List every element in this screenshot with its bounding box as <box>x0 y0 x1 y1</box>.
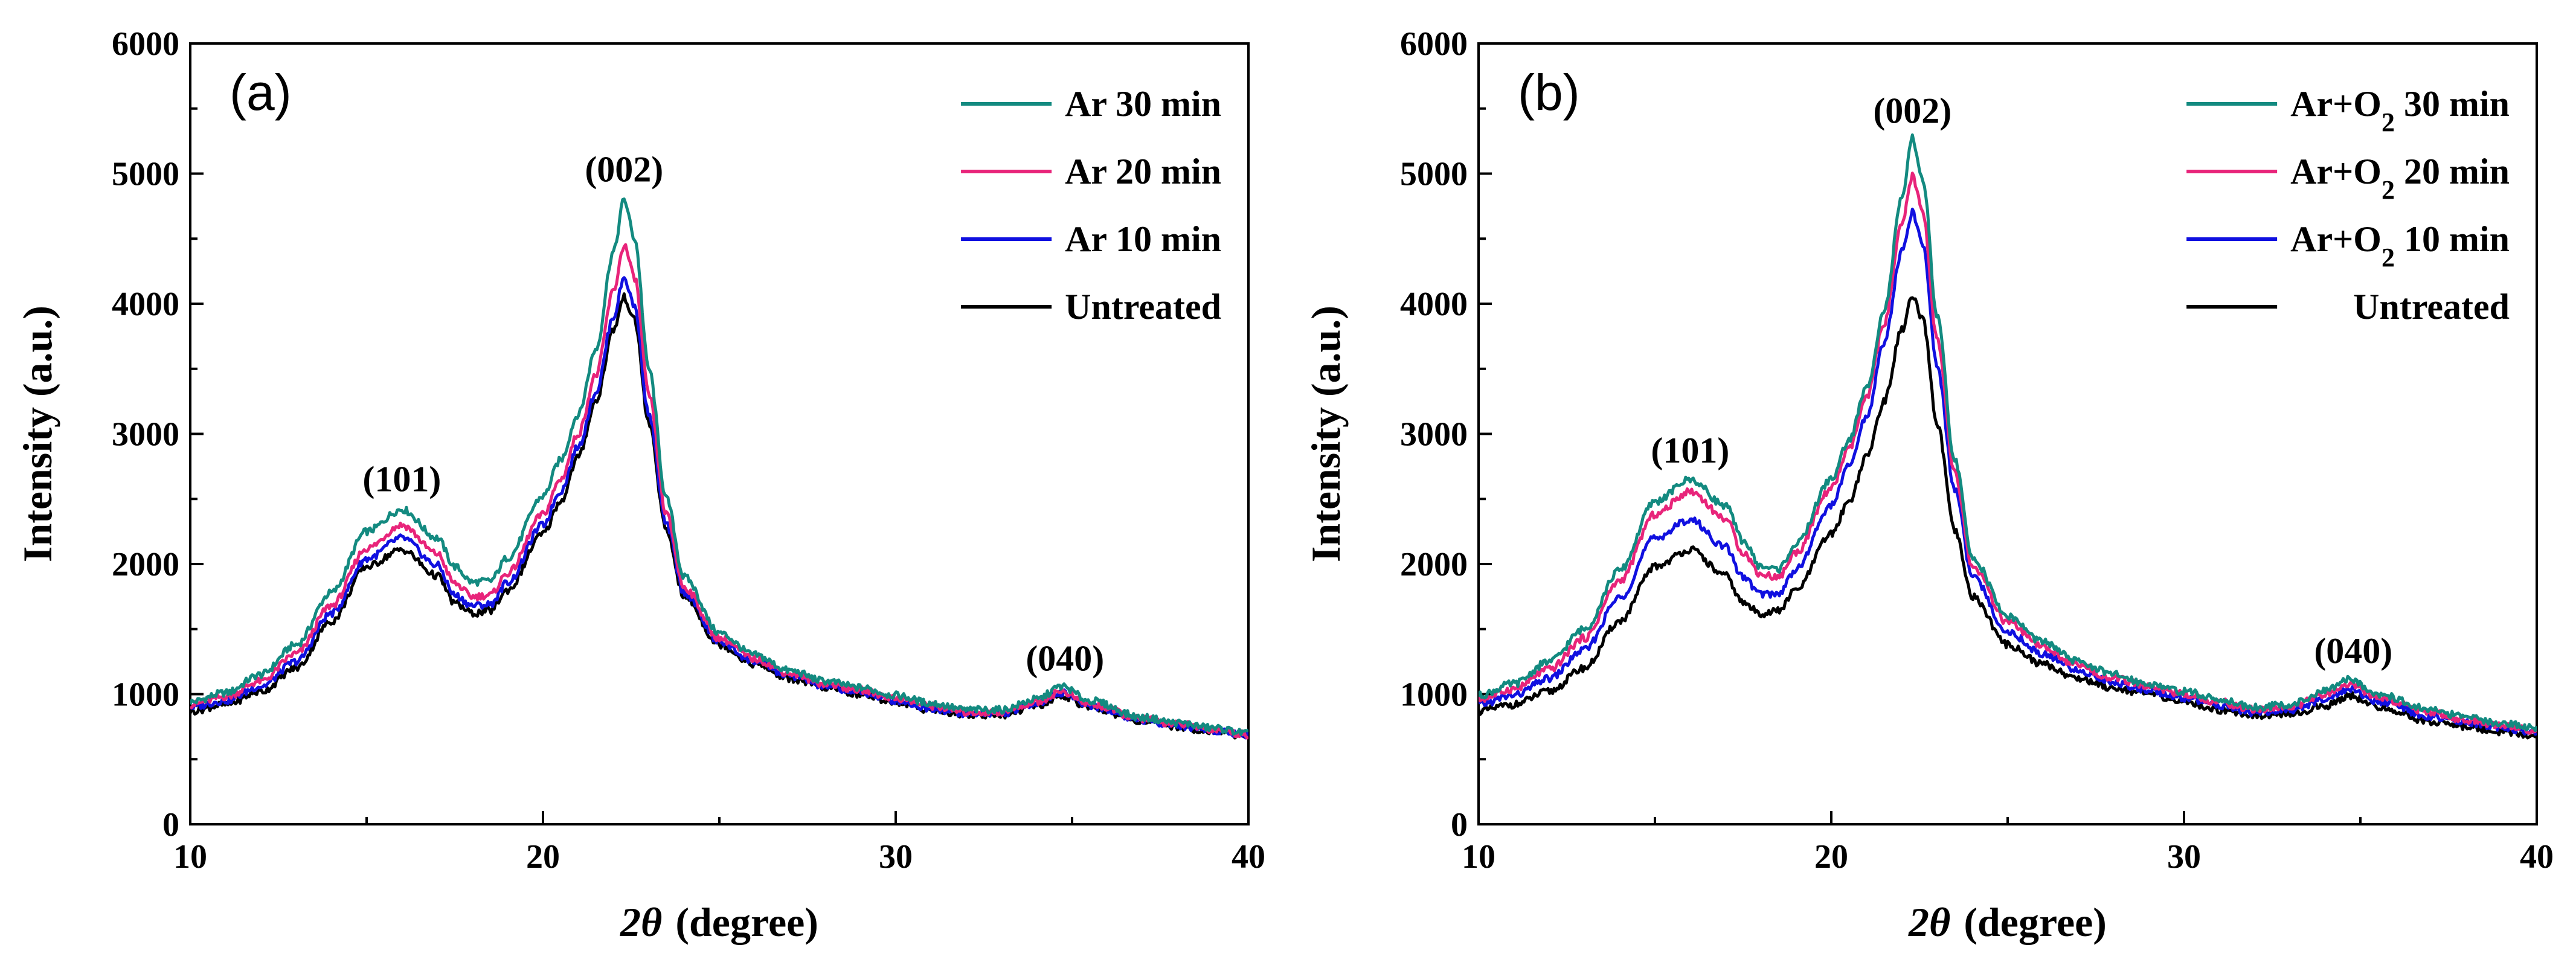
series-line-ar-o2-20-min <box>1479 171 2537 735</box>
y-tick-label: 1000 <box>112 676 179 714</box>
y-tick-label: 6000 <box>1400 25 1468 63</box>
legend: Ar 30 min Ar 20 min Ar 10 min Untreated <box>961 84 1221 327</box>
x-tick-label: 30 <box>2167 838 2201 876</box>
series-line-ar-o2-10-min <box>1479 207 2537 736</box>
panel-b: 10 20 30 40 0 1000 2000 3000 4000 5000 6000 2θ (degr… <box>1303 25 2554 945</box>
y-tick-label: 3000 <box>112 416 179 454</box>
series-line-ar-o2-30-min <box>1479 133 2537 732</box>
panel-label: (a) <box>230 64 292 121</box>
y-tick-label: 6000 <box>112 25 179 63</box>
peak-label: (040) <box>1026 639 1104 679</box>
y-tick-label: 5000 <box>1400 156 1468 193</box>
y-tick-label: 0 <box>162 806 179 844</box>
y-tick-label: 1000 <box>1400 676 1468 714</box>
x-tick-label: 10 <box>1462 838 1495 876</box>
legend-label: Ar+O2 10 min <box>2290 219 2510 272</box>
series-group <box>190 197 1248 740</box>
y-tick-label: 4000 <box>112 286 179 323</box>
x-tick-label: 30 <box>879 838 913 876</box>
peak-label: (101) <box>362 459 441 499</box>
series-line-ar-20-min <box>190 243 1248 740</box>
y-tick-label: 0 <box>1451 806 1468 844</box>
y-tick-label: 5000 <box>112 156 179 193</box>
x-tick-label: 20 <box>1814 838 1848 876</box>
legend: Ar+O2 30 min Ar+O2 20 min Ar+O2 10 min Untr… <box>2186 84 2510 327</box>
series-line-ar-30-min <box>190 197 1248 736</box>
x-tick-label: 20 <box>526 838 560 876</box>
legend-label: Ar 20 min <box>1065 152 1221 191</box>
legend-label: Ar 10 min <box>1065 219 1221 259</box>
y-tick-label: 2000 <box>1400 546 1468 583</box>
x-tick-label: 40 <box>2520 838 2554 876</box>
y-axis-title: Intensity (a.u.) <box>1303 306 1349 562</box>
series-group <box>1479 133 2537 740</box>
series-line-untreated <box>1479 296 2537 740</box>
legend-label: Ar 30 min <box>1065 84 1221 124</box>
peak-label: (002) <box>585 149 663 189</box>
y-axis-title: Intensity (a.u.) <box>14 306 60 562</box>
legend-label: Ar+O2 30 min <box>2290 84 2510 137</box>
x-axis-title: 2θ (degree) <box>620 899 818 945</box>
y-tick-label: 3000 <box>1400 416 1468 454</box>
x-tick-label: 40 <box>1232 838 1265 876</box>
legend-label: Untreated <box>2353 287 2510 327</box>
x-axis-title: 2θ (degree) <box>1908 899 2107 945</box>
legend-label: Ar+O2 20 min <box>2290 152 2510 205</box>
y-tick-label: 4000 <box>1400 286 1468 323</box>
panel-label: (b) <box>1518 64 1580 121</box>
peak-label: (002) <box>1873 91 1951 130</box>
panel-a: 10 20 30 40 0 1000 2000 3000 4000 5000 6000 2θ (degr… <box>14 25 1265 945</box>
peak-label: (040) <box>2314 631 2392 671</box>
legend-label: Untreated <box>1065 287 1221 327</box>
y-tick-label: 2000 <box>112 546 179 583</box>
peak-label: (101) <box>1651 431 1729 470</box>
x-tick-label: 10 <box>173 838 207 876</box>
